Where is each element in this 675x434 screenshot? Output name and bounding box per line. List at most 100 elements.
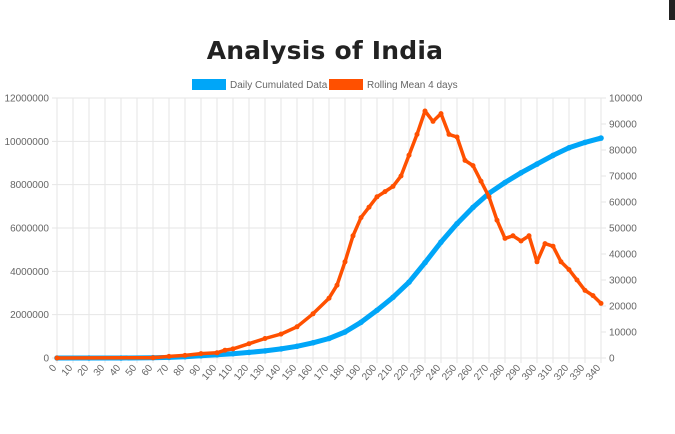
- rolling-mean-point: [486, 194, 492, 200]
- x-tick-label: 260: [456, 363, 475, 383]
- y-right-tick-label: 100000: [609, 94, 643, 105]
- rolling-mean-point: [406, 152, 412, 158]
- y-right-tick-label: 20000: [609, 302, 637, 313]
- rolling-mean-point: [542, 241, 548, 247]
- rolling-mean-point: [414, 131, 420, 137]
- rolling-mean-point: [342, 259, 348, 265]
- rolling-mean-point: [166, 353, 172, 359]
- rolling-mean-point: [350, 233, 356, 239]
- rolling-mean-point: [294, 324, 300, 330]
- cumulated-point: [582, 139, 588, 146]
- rolling-mean-point: [550, 243, 556, 249]
- x-tick-label: 0: [47, 363, 59, 375]
- cumulated-point: [550, 152, 556, 159]
- rolling-mean-point: [422, 108, 428, 114]
- cumulated-point: [422, 259, 428, 266]
- legend-swatch: [192, 79, 226, 90]
- x-tick-label: 50: [124, 363, 140, 379]
- rolling-mean-point: [494, 217, 500, 223]
- rolling-mean-point: [198, 351, 204, 357]
- y-left-tick-label: 8000000: [10, 180, 49, 191]
- y-right-tick-label: 80000: [609, 146, 637, 157]
- rolling-mean-point: [334, 282, 340, 288]
- cumulated-point: [518, 170, 524, 176]
- rolling-mean-point: [566, 267, 572, 273]
- y-right-tick-label: 70000: [609, 172, 637, 183]
- rolling-mean-point: [358, 215, 364, 221]
- cumulated-point: [454, 220, 460, 227]
- x-tick-label: 80: [172, 363, 188, 379]
- y-right-tick-label: 10000: [609, 328, 637, 339]
- cumulated-point: [406, 279, 412, 286]
- rolling-mean-point: [510, 233, 516, 239]
- x-tick-label: 300: [520, 363, 539, 383]
- legend-swatch: [329, 79, 363, 90]
- rolling-mean-point: [518, 238, 524, 244]
- x-tick-label: 340: [584, 363, 603, 383]
- cumulated-point: [390, 294, 396, 301]
- rolling-mean-point: [390, 183, 396, 189]
- rolling-mean-point: [150, 355, 156, 361]
- x-tick-label: 100: [200, 363, 219, 383]
- y-left-tick-label: 0: [43, 354, 49, 365]
- x-tick-label: 250: [440, 363, 459, 383]
- rolling-mean-point: [446, 131, 452, 137]
- grid-lines: [52, 97, 606, 363]
- x-tick-label: 290: [504, 363, 523, 383]
- y-left-tick-label: 6000000: [10, 224, 49, 235]
- y-right-tick-label: 90000: [609, 120, 637, 131]
- legend: Daily Cumulated Data Rolling Mean 4 days: [192, 79, 458, 91]
- legend-label: Daily Cumulated Data: [230, 80, 328, 91]
- y-right-tick-label: 50000: [609, 224, 637, 235]
- x-tick-label: 60: [140, 363, 156, 379]
- x-tick-label: 170: [312, 363, 331, 383]
- cumulated-point: [374, 307, 380, 314]
- y-left-tick-label: 2000000: [10, 310, 49, 321]
- rolling-mean-point: [582, 287, 588, 293]
- y-left-tick-label: 12000000: [5, 94, 50, 105]
- rolling-mean-point: [222, 347, 228, 353]
- rolling-mean-point: [214, 350, 220, 356]
- rolling-mean-point: [398, 173, 404, 179]
- rolling-mean-point: [278, 331, 284, 337]
- y-left-tick-label: 10000000: [5, 137, 50, 148]
- rolling-mean-point: [462, 157, 468, 163]
- x-tick-label: 230: [408, 363, 427, 383]
- cumulated-point: [534, 161, 540, 167]
- cumulated-point: [262, 348, 268, 354]
- cumulated-point: [470, 204, 476, 211]
- x-tick-label: 30: [92, 363, 108, 379]
- cumulated-point: [358, 319, 364, 326]
- rolling-mean-point: [502, 235, 508, 241]
- cumulated-point: [278, 346, 284, 352]
- cumulated-point: [230, 350, 236, 357]
- rolling-mean-point: [470, 163, 476, 169]
- chart-title: Analysis of India: [206, 36, 444, 65]
- cumulated-point: [502, 179, 508, 186]
- x-tick-label: 270: [472, 363, 491, 383]
- cumulated-point: [438, 239, 444, 245]
- rolling-mean-point: [454, 134, 460, 140]
- x-tick-label: 10: [60, 363, 76, 379]
- cumulated-point: [294, 343, 300, 350]
- x-tick-label: 150: [280, 363, 299, 383]
- cumulated-point: [566, 145, 572, 151]
- rolling-mean-point: [382, 189, 388, 195]
- x-tick-label: 40: [108, 363, 124, 379]
- x-tick-label: 200: [360, 363, 379, 383]
- rolling-mean-point: [374, 194, 380, 200]
- rolling-mean-point: [54, 355, 60, 361]
- rolling-mean-point: [366, 204, 372, 210]
- rolling-mean-point: [478, 178, 484, 184]
- rolling-mean-point: [246, 341, 252, 347]
- cumulated-point: [598, 135, 604, 141]
- series: [54, 108, 604, 361]
- x-tick-label: 160: [296, 363, 315, 383]
- rolling-mean-point: [438, 111, 444, 117]
- y-right-tick-label: 30000: [609, 276, 637, 287]
- rolling-mean-line: [55, 109, 603, 360]
- corner-block: [669, 0, 675, 20]
- legend-label: Rolling Mean 4 days: [367, 80, 458, 91]
- rolling-mean-point: [182, 352, 188, 358]
- x-tick-label: 20: [76, 363, 92, 379]
